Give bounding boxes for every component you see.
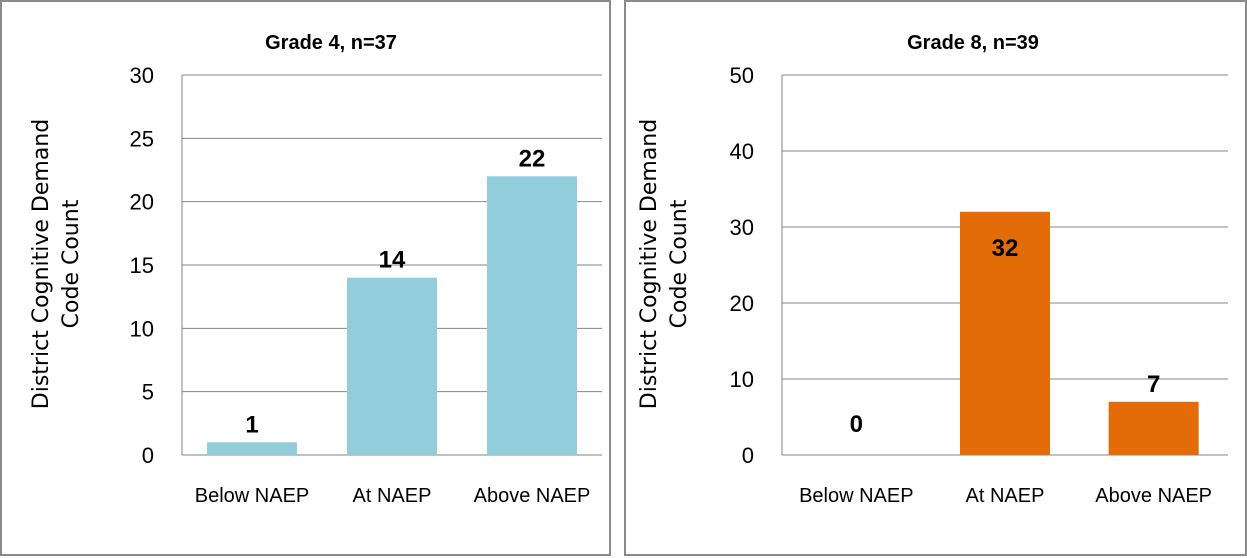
bar: [1108, 401, 1199, 455]
chart-panel-grade-4: Grade 4, n=37 District Cognitive Demand …: [0, 0, 611, 556]
data-label: 22: [519, 145, 546, 172]
y-tick-label: 0: [742, 443, 754, 468]
y-axis-label: District Cognitive Demand Code Count: [29, 119, 84, 409]
chart-panel-grade-8: Grade 8, n=39 District Cognitive Demand …: [624, 0, 1247, 556]
bar: [347, 277, 437, 455]
y-tick-label: 0: [142, 443, 154, 468]
data-label: 32: [992, 235, 1019, 262]
data-label: 0: [850, 411, 863, 438]
category-labels: Below NAEP At NAEP Above NAEP: [799, 485, 1212, 507]
y-axis-label-line-1: District Cognitive Demand: [637, 119, 662, 409]
y-tick-labels: 0 5 10 15 20 25 30: [130, 63, 154, 468]
category-label: At NAEP: [353, 485, 432, 507]
data-labels: 1 14 22: [245, 145, 545, 438]
y-tick-label: 50: [730, 63, 754, 88]
bar-chart-grade-4: Grade 4, n=37 District Cognitive Demand …: [29, 32, 602, 507]
bar: [960, 211, 1050, 455]
y-tick-label: 15: [130, 253, 154, 278]
y-tick-label: 30: [130, 63, 154, 88]
bars: [207, 176, 577, 456]
data-labels: 0 32 7: [850, 235, 1161, 438]
chart-title: Grade 4, n=37: [265, 32, 397, 54]
y-tick-label: 20: [730, 291, 754, 316]
category-label: Above NAEP: [474, 485, 591, 507]
y-tick-label: 20: [130, 190, 154, 215]
data-label: 14: [379, 247, 406, 274]
category-label: At NAEP: [966, 485, 1045, 507]
category-label: Above NAEP: [1095, 485, 1212, 507]
chart-title: Grade 8, n=39: [907, 32, 1039, 54]
bar: [487, 176, 577, 456]
panel-divider: [611, 0, 624, 556]
bar: [207, 442, 297, 455]
category-label: Below NAEP: [799, 485, 914, 507]
y-tick-label: 5: [142, 380, 154, 405]
y-axis-label-line-2: Code Count: [667, 199, 692, 328]
data-label: 7: [1147, 371, 1160, 398]
y-axis-label: District Cognitive Demand Code Count: [637, 119, 692, 409]
y-axis-label-line-2: Code Count: [59, 199, 84, 328]
category-label: Below NAEP: [195, 485, 310, 507]
y-tick-labels: 0 10 20 30 40 50: [730, 63, 754, 468]
y-tick-label: 10: [730, 367, 754, 392]
bar-chart-grade-8: Grade 8, n=39 District Cognitive Demand …: [637, 32, 1228, 507]
y-tick-label: 30: [730, 215, 754, 240]
y-tick-label: 10: [130, 316, 154, 341]
y-axis-label-line-1: District Cognitive Demand: [29, 119, 54, 409]
category-labels: Below NAEP At NAEP Above NAEP: [195, 485, 591, 507]
y-tick-label: 25: [130, 126, 154, 151]
data-label: 1: [245, 411, 258, 438]
y-tick-label: 40: [730, 139, 754, 164]
bars: [960, 211, 1199, 455]
